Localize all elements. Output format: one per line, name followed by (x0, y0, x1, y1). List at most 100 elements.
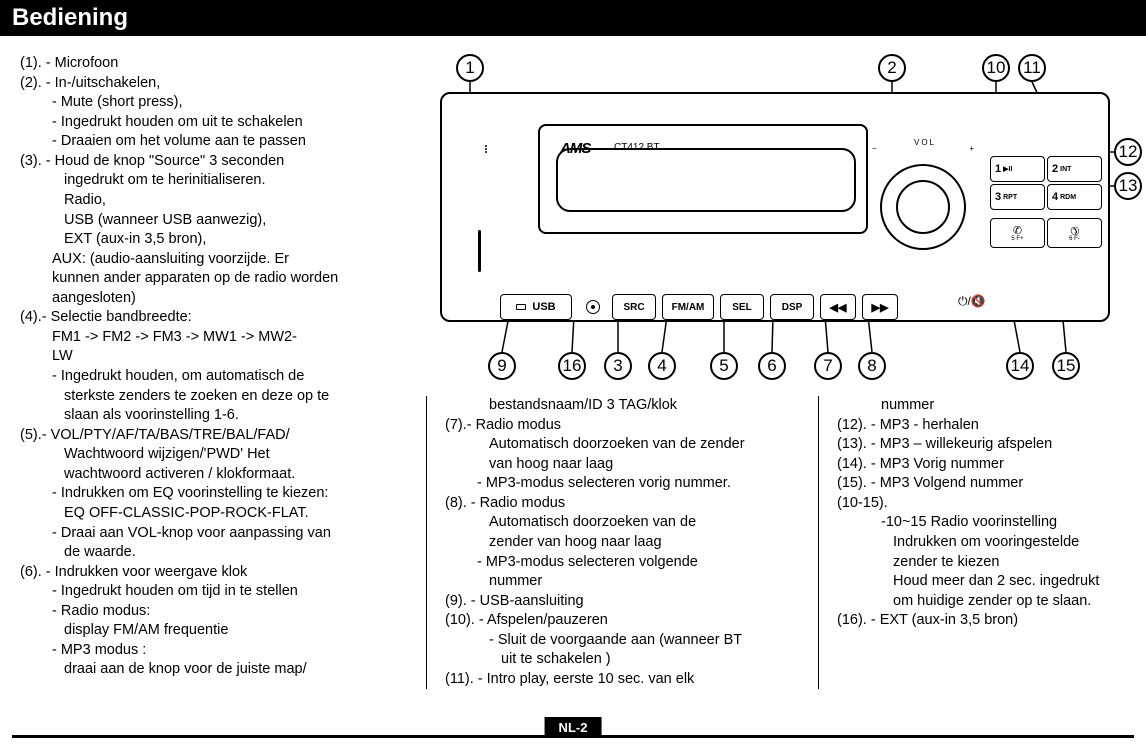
text-line: - Sluit de voorgaande aan (wanneer BT (445, 631, 796, 651)
volume-knob (880, 164, 966, 250)
text-line: - MP3-modus selecteren volgende (445, 553, 796, 573)
right-area: 1 2 10 11 12 13 9 16 3 4 5 6 7 8 14 15 (426, 54, 1126, 689)
play-pause-icon: ▶II (1003, 165, 1012, 173)
model-label: CT412 BT (614, 142, 660, 153)
text-line: - Mute (short press), (20, 93, 406, 113)
microphone-icon (484, 144, 490, 154)
knob-inner (896, 180, 950, 234)
text-line: USB (wanneer USB aanwezig), (20, 211, 406, 231)
preset-sub: RPT (1003, 194, 1017, 201)
usb-label: USB (532, 301, 555, 313)
preset-sub: RDM (1060, 194, 1076, 201)
preset-num: 2 (1052, 163, 1058, 175)
text-line: display FM/AM frequentie (20, 621, 406, 641)
call-answer: ✆ 5 F+ (990, 218, 1045, 248)
section-title: Bediening (0, 0, 1146, 36)
text-line: - MP3 modus : (20, 641, 406, 661)
plus-icon: + (969, 144, 974, 153)
preset-4: 4 RDM (1047, 184, 1102, 210)
text-line: nummer (445, 572, 796, 592)
preset-sub: INT (1060, 166, 1071, 173)
text-line: (14). - MP3 Vorig nummer (837, 455, 1108, 475)
text-line: bestandsnaam/ID 3 TAG/klok (445, 396, 796, 416)
text-line: - Radio modus: (20, 602, 406, 622)
text-line: AUX: (audio-aansluiting voorzijde. Er (20, 250, 406, 270)
text-line: Indrukken om vooringestelde (837, 533, 1108, 553)
middle-column: bestandsnaam/ID 3 TAG/klok (7).- Radio m… (426, 396, 796, 689)
lcd-inner (556, 148, 856, 212)
preset-1: 1 ▶II (990, 156, 1045, 182)
minus-icon: − (872, 144, 877, 153)
text-line: - Indrukken om EQ voorinstelling te kiez… (20, 484, 406, 504)
text-line: Automatisch doorzoeken van de (445, 513, 796, 533)
power-mute-icon: ⏻/🔇 (958, 294, 986, 309)
left-column: (1). - Microfoon (2). - In-/uitschakelen… (20, 54, 406, 689)
text-line: LW (20, 347, 406, 367)
text-line: (6). - Indrukken voor weergave klok (20, 563, 406, 583)
dsp-button: DSP (770, 294, 814, 320)
text-line: Automatisch doorzoeken van de zender (445, 435, 796, 455)
text-line: -10~15 Radio voorinstelling (837, 513, 1108, 533)
text-line: (1). - Microfoon (20, 54, 406, 74)
text-line: - MP3-modus selecteren vorig nummer. (445, 474, 796, 494)
radio-diagram: 1 2 10 11 12 13 9 16 3 4 5 6 7 8 14 15 (426, 54, 1126, 384)
text-line: zender te kiezen (837, 553, 1108, 573)
fmam-button: FM/AM (662, 294, 714, 320)
text-line: EQ OFF-CLASSIC-POP-ROCK-FLAT. (20, 504, 406, 524)
prev-button: ◀◀ (820, 294, 856, 320)
panel-slot (478, 230, 481, 272)
text-line: van hoog naar laag (445, 455, 796, 475)
text-line: wachtwoord activeren / klokformaat. (20, 465, 406, 485)
text-line: (16). - EXT (aux-in 3,5 bron) (837, 611, 1108, 631)
text-line: slaan als voorinstelling 1-6. (20, 406, 406, 426)
preset-2: 2 INT (1047, 156, 1102, 182)
text-line: zender van hoog naar laag (445, 533, 796, 553)
text-line: om huidige zender op te slaan. (837, 592, 1108, 612)
text-line: - Ingedrukt houden om uit te schakelen (20, 113, 406, 133)
brand-logo: AMS (560, 140, 590, 157)
text-line: (10-15). (837, 494, 1108, 514)
usb-port: USB (500, 294, 572, 320)
text-line: - Draai aan VOL-knop voor aanpassing van (20, 524, 406, 544)
preset-buttons: 1 ▶II 2 INT 3 RPT (990, 156, 1104, 250)
text-line: (13). - MP3 – willekeurig afspelen (837, 435, 1108, 455)
text-line: (4).- Selectie bandbreedte: (20, 308, 406, 328)
preset-3: 3 RPT (990, 184, 1045, 210)
lower-columns: bestandsnaam/ID 3 TAG/klok (7).- Radio m… (426, 396, 1126, 689)
text-line: Houd meer dan 2 sec. ingedrukt (837, 572, 1108, 592)
text-line: draai aan de knop voor de juiste map/ (20, 660, 406, 680)
text-line: Radio, (20, 191, 406, 211)
text-line: Wachtwoord wijzigen/'PWD' Het (20, 445, 406, 465)
sel-button: SEL (720, 294, 764, 320)
text-line: FM1 -> FM2 -> FM3 -> MW1 -> MW2- (20, 328, 406, 348)
call-hangup: ✆ 6 F- (1047, 218, 1102, 248)
usb-plug-icon (516, 304, 526, 310)
text-line: - Draaien om het volume aan te passen (20, 132, 406, 152)
src-button: SRC (612, 294, 656, 320)
preset-num: 4 (1052, 191, 1058, 203)
text-line: (9). - USB-aansluiting (445, 592, 796, 612)
text-line: EXT (aux-in 3,5 bron), (20, 230, 406, 250)
text-line: (15). - MP3 Volgend nummer (837, 474, 1108, 494)
text-line: kunnen ander apparaten op de radio worde… (20, 269, 406, 289)
text-line: uit te schakelen ) (445, 650, 796, 670)
call-sub: 6 F- (1069, 236, 1080, 242)
text-line: (12). - MP3 - herhalen (837, 416, 1108, 436)
text-line: (2). - In-/uitschakelen, (20, 74, 406, 94)
text-line: (7).- Radio modus (445, 416, 796, 436)
preset-num: 1 (995, 163, 1001, 175)
page-footer: NL-2 (0, 735, 1146, 738)
page-number: NL-2 (545, 717, 602, 738)
right-column: nummer (12). - MP3 - herhalen (13). - MP… (818, 396, 1108, 689)
radio-faceplate: AMS CT412 BT VOL − + USB SRC FM/AM SEL D… (440, 92, 1110, 322)
content-area: (1). - Microfoon (2). - In-/uitschakelen… (0, 36, 1146, 689)
text-line: (10). - Afspelen/pauzeren (445, 611, 796, 631)
text-line: - Ingedrukt houden, om automatisch de (20, 367, 406, 387)
volume-marks: − + (872, 144, 974, 153)
text-line: ingedrukt om te herinitialiseren. (20, 171, 406, 191)
aux-jack (586, 300, 600, 314)
preset-num: 3 (995, 191, 1001, 203)
text-line: (8). - Radio modus (445, 494, 796, 514)
text-line: aangesloten) (20, 289, 406, 309)
text-line: (3). - Houd de knop "Source" 3 seconden (20, 152, 406, 172)
